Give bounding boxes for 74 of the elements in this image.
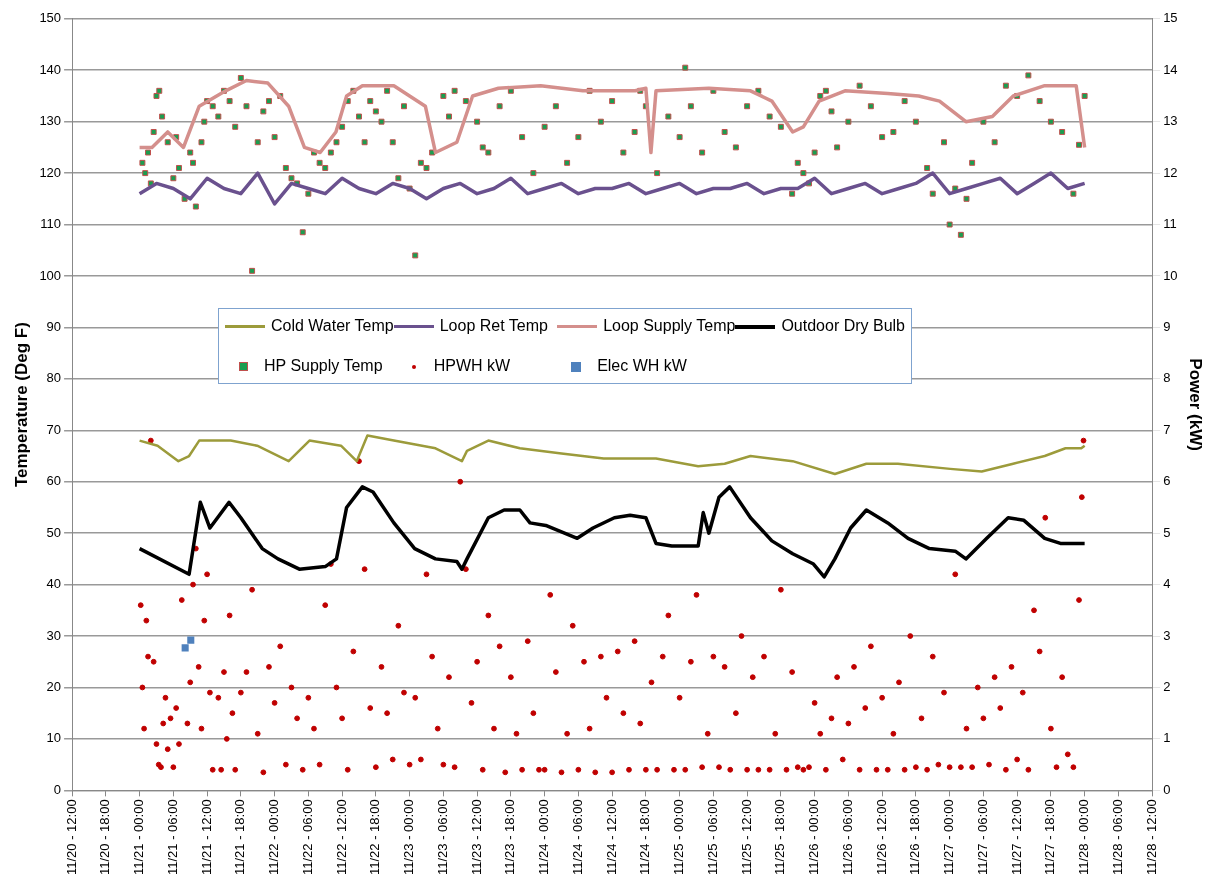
y2-tick-label: 12 (1163, 164, 1178, 180)
x-tick-label: 11/21 - 18:00 (232, 799, 248, 875)
y2-tick-label: 3 (1163, 627, 1171, 643)
legend-label: Outdoor Dry Bulb (781, 317, 905, 334)
y-tick-label: 70 (46, 421, 62, 437)
y-axis-title: Temperature (Deg F) (11, 322, 31, 488)
x-tick-label: 11/27 - 06:00 (974, 799, 990, 875)
y-tick-label: 60 (46, 473, 62, 489)
y-tick-label: 110 (40, 216, 62, 232)
y-tick-label: 140 (39, 61, 62, 77)
x-tick-label: 11/23 - 06:00 (434, 799, 450, 875)
x-tick-label: 11/24 - 12:00 (603, 799, 619, 875)
y2-tick-label: 10 (1163, 267, 1178, 283)
legend-label: Loop Ret Temp (439, 317, 548, 334)
y2-tick-label: 11 (1163, 216, 1177, 232)
y-tick-label: 80 (46, 370, 62, 386)
y2-tick-label: 1 (1163, 730, 1171, 746)
x-tick-label: 11/27 - 00:00 (941, 799, 957, 875)
y-tick-label: 130 (39, 113, 62, 129)
x-tick-label: 11/20 - 18:00 (97, 799, 113, 875)
x-tick-label: 11/21 - 06:00 (164, 799, 180, 875)
x-tick-label: 11/28 - 12:00 (1143, 799, 1159, 875)
y-tick-label: 0 (53, 781, 62, 797)
x-tick-label: 11/22 - 12:00 (333, 799, 349, 875)
x-tick-label: 11/24 - 06:00 (569, 799, 585, 875)
x-tick-label: 11/22 - 06:00 (299, 799, 315, 875)
y2-tick-label: 8 (1163, 370, 1171, 386)
x-tick-label: 11/21 - 12:00 (198, 799, 214, 875)
x-tick-label: 11/26 - 06:00 (839, 799, 855, 875)
y-tick-label: 100 (39, 267, 62, 283)
x-tick-label: 11/27 - 18:00 (1042, 799, 1058, 875)
x-tick-label: 11/24 - 00:00 (536, 799, 552, 875)
y2-tick-label: 4 (1163, 576, 1171, 592)
y-tick-label: 10 (46, 730, 62, 746)
x-tick-label: 11/20 - 12:00 (63, 799, 79, 875)
x-tick-label: 11/22 - 18:00 (367, 799, 383, 875)
y2-tick-label: 5 (1163, 524, 1171, 540)
y2-tick-label: 13 (1163, 113, 1178, 129)
x-tick-label: 11/25 - 12:00 (738, 799, 754, 875)
x-tick-label: 11/28 - 00:00 (1076, 799, 1092, 875)
y-tick-label: 150 (39, 10, 62, 26)
y2-tick-label: 14 (1163, 61, 1178, 77)
x-tick-label: 11/28 - 06:00 (1109, 799, 1125, 875)
legend-label: Elec WH kW (597, 357, 687, 374)
legend-label: Cold Water Temp (271, 317, 394, 334)
x-tick-label: 11/26 - 18:00 (907, 799, 923, 875)
y-tick-label: 120 (39, 164, 62, 180)
y2-tick-label: 0 (1163, 781, 1171, 797)
legend-label: Loop Supply Temp (603, 317, 736, 334)
x-tick-label: 11/23 - 18:00 (502, 799, 518, 875)
x-tick-label: 11/27 - 12:00 (1008, 799, 1024, 875)
x-tick-label: 11/22 - 00:00 (266, 799, 282, 875)
x-tick-label: 11/25 - 00:00 (671, 799, 687, 875)
x-tick-label: 11/24 - 18:00 (637, 799, 653, 875)
y2-tick-label: 7 (1163, 421, 1171, 437)
y2-tick-label: 2 (1163, 679, 1171, 695)
y2-tick-label: 15 (1163, 10, 1178, 26)
x-tick-label: 11/25 - 06:00 (704, 799, 720, 875)
y2-tick-label: 6 (1163, 473, 1171, 489)
legend-label: HPWH kW (433, 357, 511, 374)
x-tick-label: 11/25 - 18:00 (772, 799, 788, 875)
x-tick-label: 11/23 - 12:00 (468, 799, 484, 875)
x-tick-label: 11/21 - 00:00 (131, 799, 147, 875)
y-tick-label: 30 (46, 627, 62, 643)
y-tick-label: 50 (46, 524, 62, 540)
y2-tick-label: 9 (1163, 319, 1171, 334)
y-tick-label: 90 (46, 319, 62, 334)
legend-label: HP Supply Temp (264, 357, 383, 374)
y-tick-label: 20 (46, 679, 62, 695)
x-tick-label: 11/23 - 00:00 (401, 799, 417, 875)
y-tick-label: 40 (46, 576, 62, 592)
x-tick-label: 11/26 - 12:00 (873, 799, 889, 875)
y2-axis-title: Power (kW) (1186, 358, 1206, 451)
x-tick-label: 11/26 - 00:00 (806, 799, 822, 875)
